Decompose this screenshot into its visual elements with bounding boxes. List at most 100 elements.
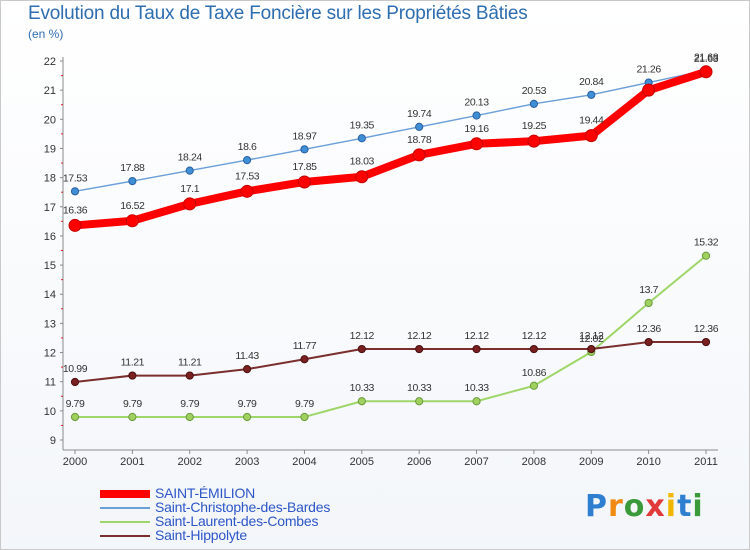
data-point-saint-laurent-des-combes [472,397,481,406]
data-point-saint-hippolyte [300,355,309,364]
data-point-saint-emilion [527,134,541,148]
x-tick-label: 2004 [292,456,316,468]
y-tick-label: 10 [44,406,56,418]
data-label-saint-hippolyte: 12.12 [522,330,547,342]
legend-label: Saint-Christophe-des-Bardes [155,499,331,515]
data-label-saint-laurent-des-combes: 10.33 [407,382,432,394]
data-label-saint-emilion: 18.78 [407,134,432,146]
y-unit-label: (en %) [28,27,64,41]
data-point-saint-christophe-des-bardes [415,122,424,131]
y-tick-label: 9 [50,435,56,447]
x-tick-label: 2006 [407,456,431,468]
legend-swatch [100,490,150,498]
y-tick-label: 19 [44,143,56,155]
series-line-saint-christophe-des-bardes [74,69,707,193]
data-label-saint-laurent-des-combes: 9.79 [123,398,142,410]
data-label-saint-christophe-des-bardes: 17.88 [120,162,145,174]
data-label-saint-hippolyte: 12.36 [636,323,661,335]
data-label-saint-laurent-des-combes: 10.86 [522,367,547,379]
data-label-saint-hippolyte: 11.43 [235,350,259,362]
data-label-saint-emilion: 16.36 [63,204,88,216]
data-point-saint-emilion [183,197,197,211]
data-point-saint-emilion [68,218,82,232]
y-tick-label: 16 [44,231,56,243]
data-label-saint-hippolyte: 12.12 [407,330,432,342]
x-tick-label: 2007 [464,456,488,468]
y-tick-label: 15 [44,260,56,272]
x-tick-label: 2010 [636,456,660,468]
data-label-saint-hippolyte: 11.21 [121,357,145,369]
data-point-saint-christophe-des-bardes [128,177,137,186]
y-tick-label: 13 [44,318,56,330]
data-point-saint-hippolyte [529,344,539,354]
logo-letter: t [677,489,693,524]
y-tick-label: 12 [44,348,56,360]
data-label-saint-hippolyte: 10.99 [63,363,88,375]
data-point-saint-christophe-des-bardes [242,156,252,165]
data-label-saint-hippolyte: 12.12 [350,330,375,342]
logo-letter: i [665,489,678,524]
data-label-saint-emilion: 16.52 [120,200,145,212]
data-label-saint-hippolyte: 12.12 [464,330,489,342]
data-point-saint-hippolyte [128,371,137,380]
legend-item: SAINT-ÉMILION [100,486,420,501]
data-label-saint-christophe-des-bardes: 20.13 [464,97,489,109]
data-point-saint-emilion [240,184,254,198]
data-point-saint-laurent-des-combes [128,412,137,422]
data-label-saint-christophe-des-bardes: 19.74 [407,108,432,120]
data-label-saint-emilion: 21.63 [694,53,719,65]
y-tick-label: 11 [45,377,56,389]
data-point-saint-hippolyte [185,371,194,380]
series-line-saint-laurent-des-combes [74,254,707,418]
data-label-saint-emilion: 17.85 [292,161,317,173]
data-label-saint-emilion: 17.53 [235,170,260,182]
data-point-saint-christophe-des-bardes [300,145,309,154]
y-tick-label: 18 [44,173,56,185]
data-point-saint-christophe-des-bardes [70,187,80,196]
data-point-saint-hippolyte [70,377,80,387]
x-tick-label: 2005 [350,456,374,468]
data-point-saint-emilion [584,129,598,143]
data-point-saint-emilion [699,65,713,79]
chart-title: Evolution du Taux de Taxe Foncière sur l… [28,3,528,24]
data-point-saint-emilion [297,175,311,189]
data-label-saint-emilion: 17.1 [180,183,199,195]
data-label-saint-laurent-des-combes: 9.79 [238,398,257,410]
y-tick-label: 21 [44,85,56,97]
legend-label: Saint-Hippolyte [155,527,247,543]
data-point-saint-hippolyte [644,337,653,347]
data-label-saint-emilion: 19.44 [579,115,604,127]
data-label-saint-laurent-des-combes: 10.33 [350,382,375,394]
x-tick-label: 2009 [579,456,603,468]
data-label-saint-laurent-des-combes: 15.32 [694,237,719,249]
data-label-saint-emilion: 19.16 [464,123,489,135]
legend-swatch [100,535,150,537]
data-label-saint-laurent-des-combes: 13.7 [639,284,658,296]
x-tick-label: 2001 [120,456,144,468]
data-label-saint-laurent-des-combes: 9.79 [180,398,199,410]
data-point-saint-laurent-des-combes [357,397,366,406]
data-point-saint-emilion [412,148,426,162]
data-point-saint-christophe-des-bardes [357,134,366,143]
data-point-saint-hippolyte [242,365,252,374]
logo-letter: i [692,489,704,524]
data-point-saint-hippolyte [701,337,711,347]
data-point-saint-christophe-des-bardes [529,99,539,108]
logo-letter: P [585,489,608,524]
legend-item: Saint-Hippolyte [100,527,420,543]
legend-item: Saint-Laurent-des-Combes [100,514,420,529]
series-line-saint-emilion [71,67,710,230]
data-point-saint-emilion [355,170,369,184]
y-tick-label: 17 [44,202,56,214]
data-label-saint-laurent-des-combes: 9.79 [66,398,85,410]
data-label-saint-hippolyte: 11.21 [178,357,202,369]
logo-letter: x [645,489,666,524]
data-point-saint-christophe-des-bardes [472,111,481,120]
data-point-saint-laurent-des-combes [529,381,539,390]
data-point-saint-laurent-des-combes [644,298,653,308]
x-tick-label: 2000 [63,456,87,468]
data-label-saint-laurent-des-combes: 9.79 [295,398,314,410]
data-point-saint-hippolyte [472,344,481,354]
data-point-saint-laurent-des-combes [185,412,194,422]
